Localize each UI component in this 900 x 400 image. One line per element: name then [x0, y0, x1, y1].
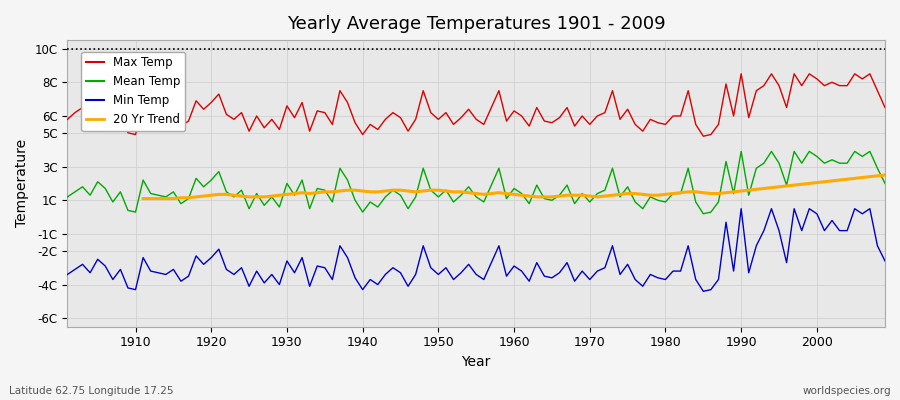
- X-axis label: Year: Year: [462, 355, 490, 369]
- Legend: Max Temp, Mean Temp, Min Temp, 20 Yr Trend: Max Temp, Mean Temp, Min Temp, 20 Yr Tre…: [82, 52, 185, 131]
- Y-axis label: Temperature: Temperature: [15, 139, 29, 228]
- Text: worldspecies.org: worldspecies.org: [803, 386, 891, 396]
- Text: Latitude 62.75 Longitude 17.25: Latitude 62.75 Longitude 17.25: [9, 386, 174, 396]
- Title: Yearly Average Temperatures 1901 - 2009: Yearly Average Temperatures 1901 - 2009: [287, 15, 665, 33]
